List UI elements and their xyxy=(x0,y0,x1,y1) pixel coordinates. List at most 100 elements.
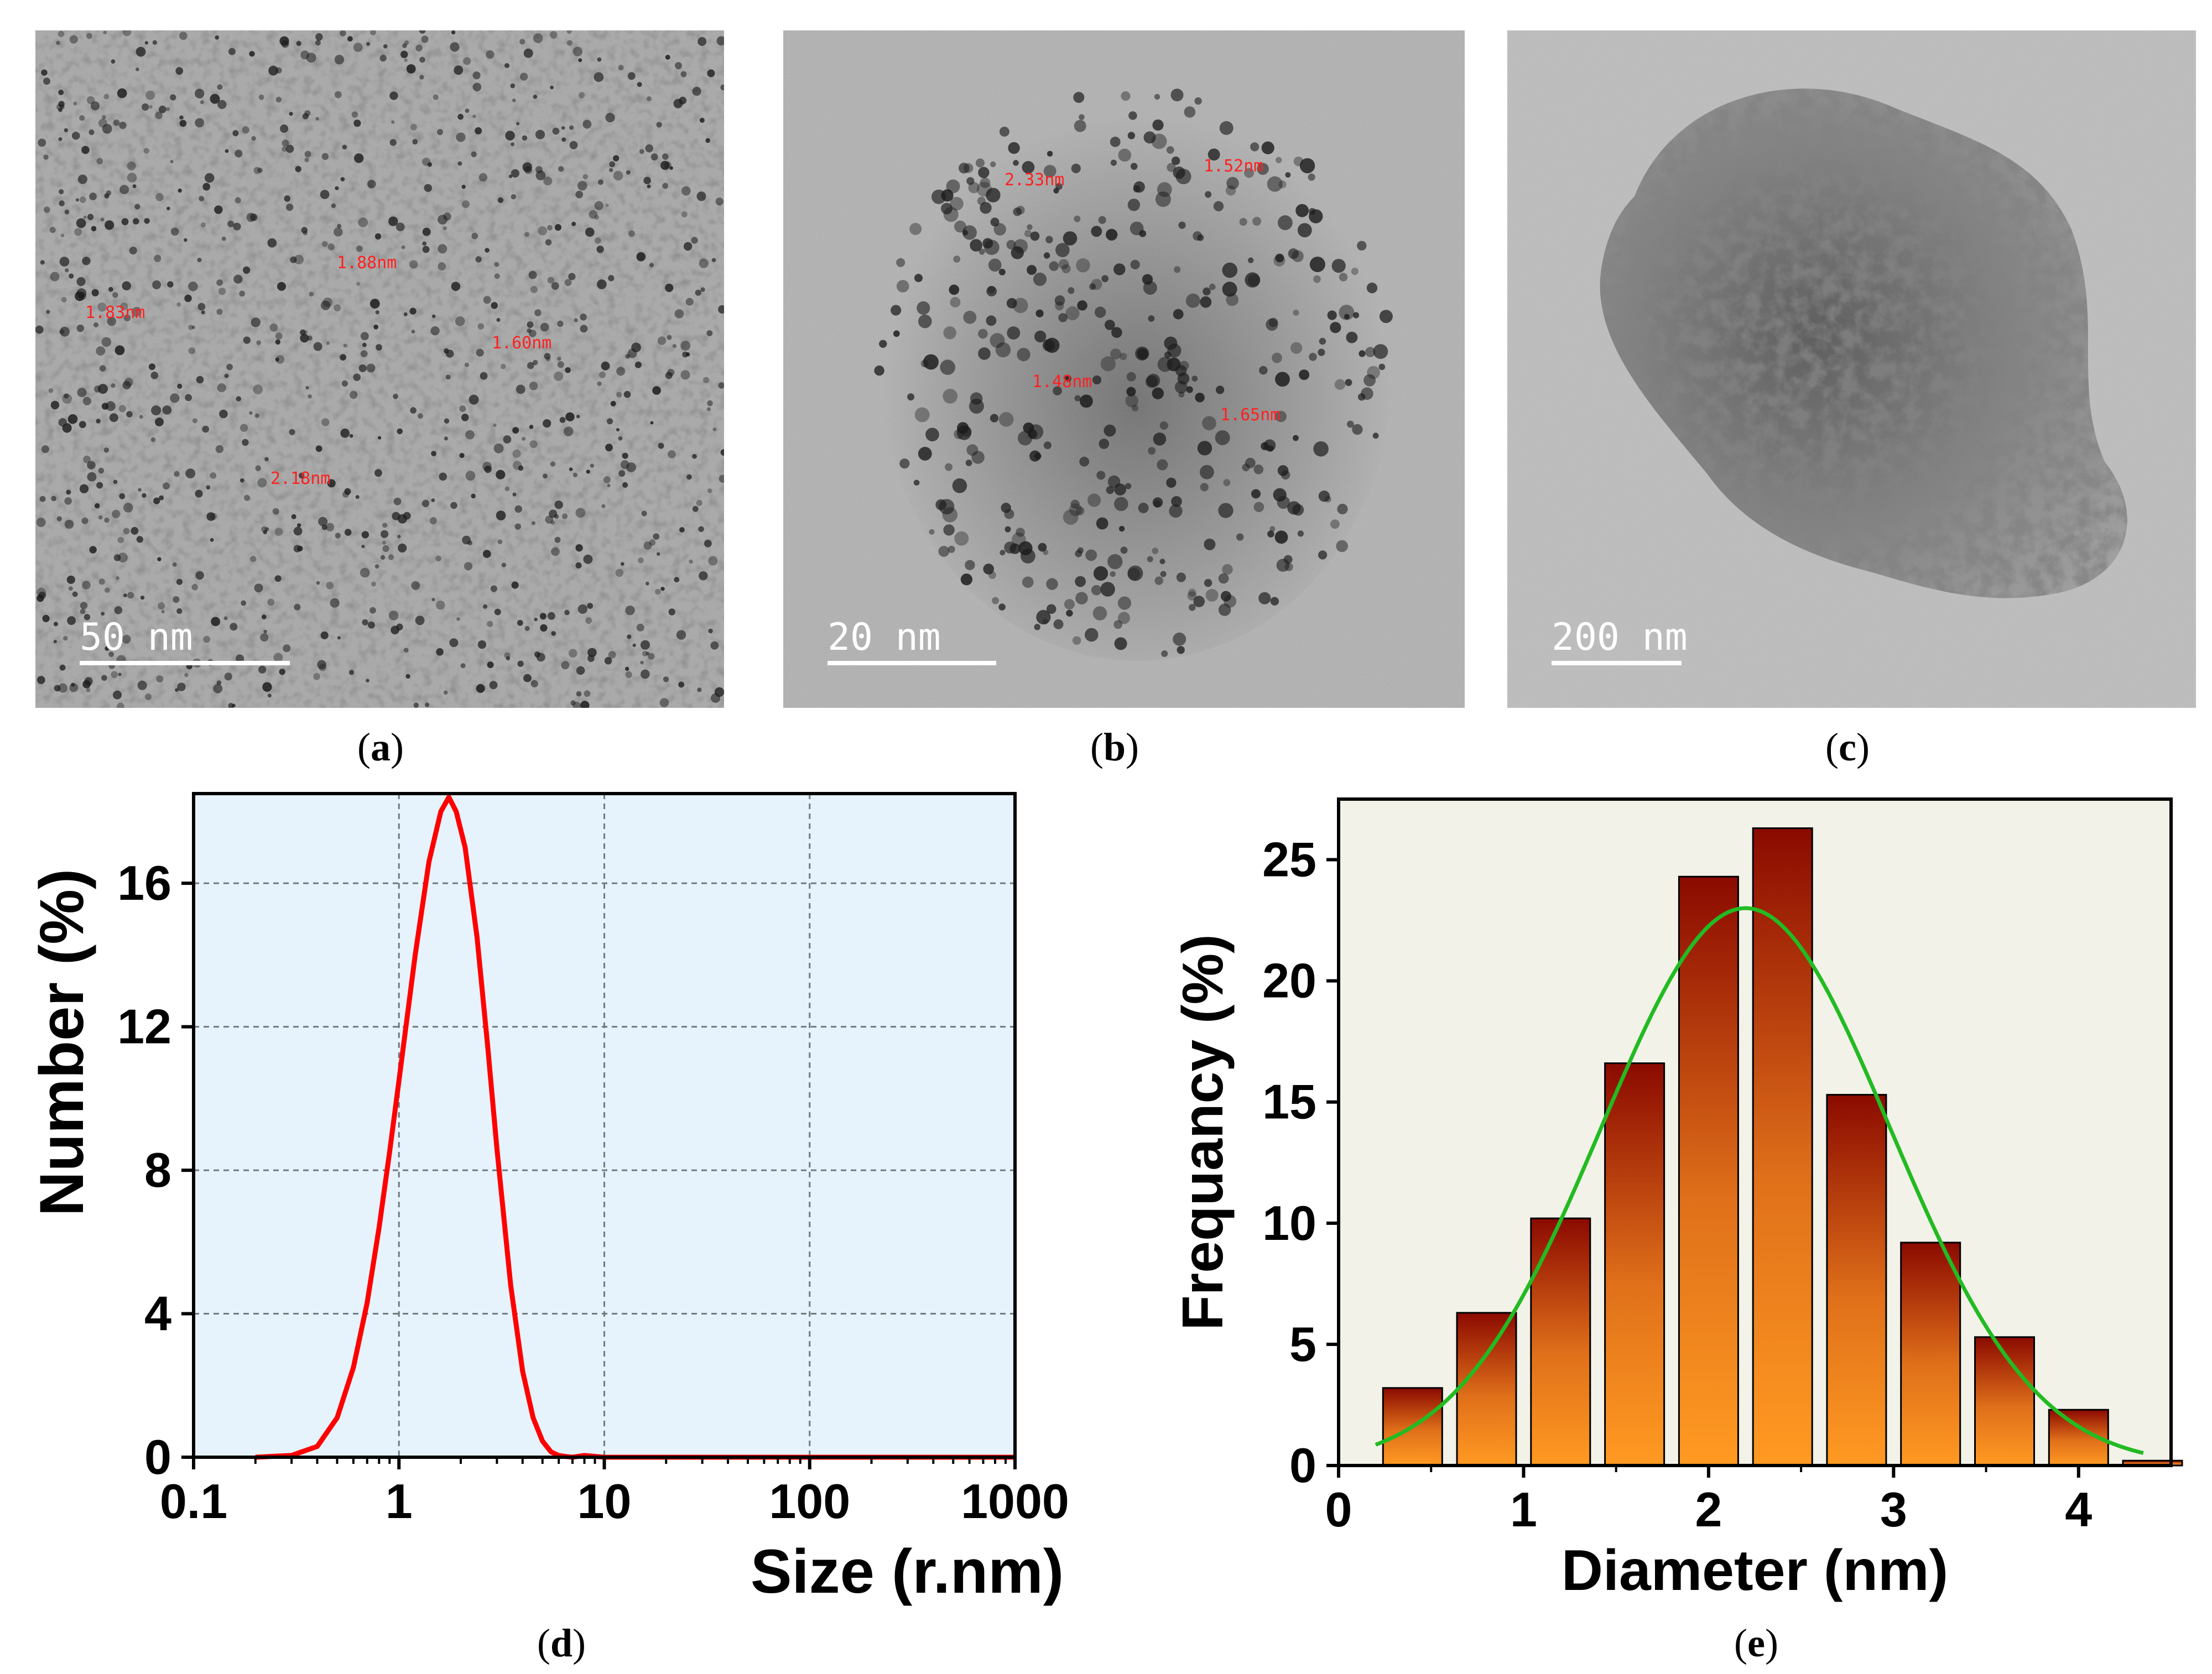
nanoparticle-dot xyxy=(712,427,717,431)
nanoparticle-dot xyxy=(113,119,120,126)
nanoparticle-dot xyxy=(322,241,328,247)
nanoparticle-dot xyxy=(267,693,272,698)
nanoparticle-dot xyxy=(116,576,119,580)
nanoparticle-dot xyxy=(217,100,227,109)
nanoparticle-dot xyxy=(1148,447,1156,455)
nanoparticle-dot xyxy=(58,683,68,693)
nanoparticle-dot xyxy=(429,517,437,525)
nanoparticle-dot xyxy=(698,37,707,46)
nanoparticle-dot xyxy=(1079,456,1090,467)
caption-d: (d) xyxy=(537,1621,586,1665)
nanoparticle-dot xyxy=(331,203,336,208)
nanoparticle-dot xyxy=(917,301,930,315)
nanoparticle-dot xyxy=(66,489,71,495)
nanoparticle-dot xyxy=(51,496,56,502)
nanoparticle-dot xyxy=(454,65,464,75)
nanoparticle-dot xyxy=(572,472,578,478)
chart-e-x-axis-label: Diameter (nm) xyxy=(1562,1539,1948,1603)
nanoparticle-dot xyxy=(1075,550,1082,557)
nanoparticle-dot xyxy=(551,631,556,636)
nanoparticle-dot xyxy=(696,191,706,201)
nanoparticle-dot xyxy=(545,239,552,246)
nanoparticle-dot xyxy=(1313,441,1329,457)
nanoparticle-dot xyxy=(698,526,704,533)
nanoparticle-dot xyxy=(714,687,724,697)
nanoparticle-dot xyxy=(649,263,654,268)
nanoparticle-dot xyxy=(1045,236,1053,243)
chart-d-y-tick-label: 8 xyxy=(144,1143,171,1197)
nanoparticle-dot xyxy=(1093,566,1108,581)
nanoparticle-dot xyxy=(366,363,376,373)
nanoparticle-dot xyxy=(136,536,143,543)
nanoparticle-dot xyxy=(96,346,106,356)
nanoparticle-dot xyxy=(939,499,955,515)
nanoparticle-dot xyxy=(477,640,487,649)
nanoparticle-dot xyxy=(550,85,554,90)
nanoparticle-dot xyxy=(574,318,578,322)
nanoparticle-dot xyxy=(132,184,137,189)
nanoparticle-dot xyxy=(1378,363,1386,371)
nanoparticle-dot xyxy=(627,72,636,80)
nanoparticle-dot xyxy=(42,614,50,622)
nanoparticle-dot xyxy=(524,625,530,631)
nanoparticle-dot xyxy=(205,173,215,183)
nanoparticle-dot xyxy=(1038,543,1047,552)
nanoparticle-dot xyxy=(38,138,46,147)
nanoparticle-dot xyxy=(253,384,263,394)
nanoparticle-dot xyxy=(401,245,405,249)
nanoparticle-dot xyxy=(1068,287,1075,294)
nanoparticle-dot xyxy=(656,122,662,128)
nanoparticle-dot xyxy=(64,393,69,399)
nanoparticle-dot xyxy=(411,330,415,333)
nanoparticle-dot xyxy=(150,372,159,379)
nanoparticle-dot xyxy=(353,43,363,52)
tem-image-a-graphic: 1.88nm 1.83nm 1.60nm 2.18nm 50 nm xyxy=(35,30,724,708)
nanoparticle-dot xyxy=(1270,597,1279,606)
nanoparticle-dot xyxy=(145,90,155,100)
nanoparticle-dot xyxy=(965,460,972,466)
nanoparticle-dot xyxy=(321,524,327,530)
nanoparticle-dot xyxy=(506,656,511,661)
nanoparticle-dot xyxy=(1000,550,1006,556)
nanoparticle-dot xyxy=(561,661,570,670)
nanoparticle-dot xyxy=(599,371,606,378)
nanoparticle-dot xyxy=(569,141,578,149)
nanoparticle-dot xyxy=(82,581,91,590)
nanoparticle-dot xyxy=(685,298,694,306)
nanoparticle-dot xyxy=(511,169,520,178)
nanoparticle-dot xyxy=(89,192,97,201)
nanoparticle-dot xyxy=(170,160,174,164)
nanoparticle-dot xyxy=(646,96,652,101)
nanoparticle-dot xyxy=(627,634,632,639)
nanoparticle-dot xyxy=(710,641,719,650)
nanoparticle-dot xyxy=(1313,275,1321,283)
nanoparticle-dot xyxy=(1016,206,1025,215)
nanoparticle-dot xyxy=(616,428,620,432)
nanoparticle-dot xyxy=(202,425,210,433)
nanoparticle-dot xyxy=(564,279,572,286)
nanoparticle-dot xyxy=(133,218,139,225)
nanoparticle-dot xyxy=(96,158,103,165)
nanoparticle-dot xyxy=(123,503,133,513)
nanoparticle-dot xyxy=(154,254,162,262)
chart-e-plot-area xyxy=(1339,799,2171,1466)
nanoparticle-dot xyxy=(625,606,635,616)
nanoparticle-dot xyxy=(572,46,582,56)
nanoparticle-dot xyxy=(142,493,147,498)
nanoparticle-dot xyxy=(678,681,685,688)
nanoparticle-dot xyxy=(959,163,970,174)
nanoparticle-dot xyxy=(449,638,459,648)
chart-d-frame xyxy=(192,792,1017,1459)
nanoparticle-dot xyxy=(106,401,116,411)
nanoparticle-dot xyxy=(1331,259,1346,273)
nanoparticle-dot xyxy=(80,196,86,203)
nanoparticle-dot xyxy=(552,127,560,135)
annotation-a-2: 1.83nm xyxy=(85,303,145,322)
chart-d-y-tick-label: 12 xyxy=(117,999,171,1054)
nanoparticle-dot xyxy=(317,660,326,670)
nanoparticle-dot xyxy=(640,640,650,650)
nanoparticle-dot xyxy=(1372,432,1379,439)
nanoparticle-dot xyxy=(235,197,241,204)
nanoparticle-dot xyxy=(475,256,482,263)
nanoparticle-dot xyxy=(650,153,658,161)
